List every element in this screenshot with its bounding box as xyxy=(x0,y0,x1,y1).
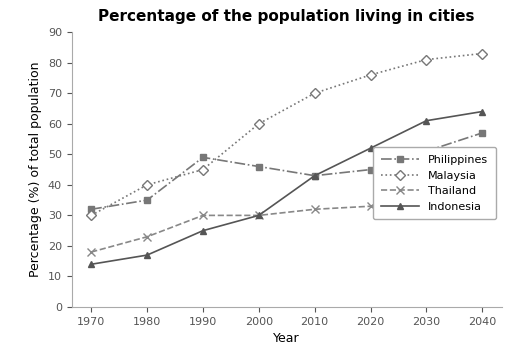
Indonesia xyxy=(423,119,430,123)
Philippines xyxy=(312,174,318,178)
Y-axis label: Percentage (%) of total population: Percentage (%) of total population xyxy=(29,62,42,277)
Philippines xyxy=(88,207,94,211)
Malaysia xyxy=(312,91,318,95)
Malaysia xyxy=(368,73,374,77)
Thailand xyxy=(312,207,318,211)
Thailand xyxy=(200,213,206,217)
Indonesia xyxy=(368,146,374,150)
Malaysia xyxy=(423,57,430,62)
Malaysia xyxy=(479,51,485,56)
Thailand xyxy=(423,183,430,187)
Line: Thailand: Thailand xyxy=(87,150,486,256)
Title: Percentage of the population living in cities: Percentage of the population living in c… xyxy=(98,9,475,24)
Line: Philippines: Philippines xyxy=(89,130,485,212)
Philippines xyxy=(479,131,485,135)
Thailand xyxy=(144,235,150,239)
Thailand xyxy=(255,213,262,217)
Indonesia xyxy=(312,174,318,178)
Line: Indonesia: Indonesia xyxy=(88,108,486,268)
Indonesia xyxy=(200,228,206,233)
Thailand xyxy=(368,204,374,208)
Legend: Philippines, Malaysia, Thailand, Indonesia: Philippines, Malaysia, Thailand, Indones… xyxy=(373,147,496,220)
Philippines xyxy=(200,155,206,160)
Malaysia xyxy=(200,167,206,172)
Malaysia xyxy=(255,122,262,126)
Indonesia xyxy=(144,253,150,257)
Thailand xyxy=(88,250,94,254)
Malaysia xyxy=(88,213,94,217)
Thailand xyxy=(479,152,485,156)
Indonesia xyxy=(479,109,485,114)
Philippines xyxy=(144,198,150,202)
X-axis label: Year: Year xyxy=(273,332,300,345)
Line: Malaysia: Malaysia xyxy=(88,50,486,219)
Philippines xyxy=(255,164,262,169)
Philippines xyxy=(368,167,374,172)
Indonesia xyxy=(88,262,94,266)
Philippines xyxy=(423,149,430,154)
Indonesia xyxy=(255,213,262,217)
Malaysia xyxy=(144,183,150,187)
